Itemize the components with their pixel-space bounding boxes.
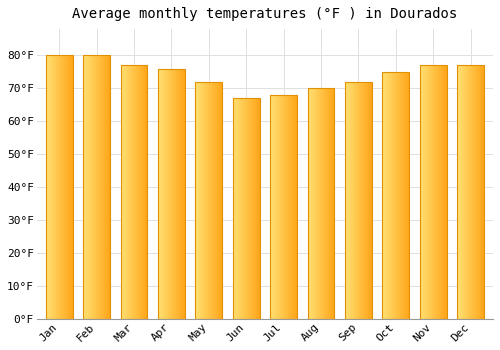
Bar bbox=[420, 65, 446, 319]
Bar bbox=[232, 98, 260, 319]
Bar bbox=[196, 82, 222, 319]
Bar bbox=[382, 72, 409, 319]
Bar bbox=[345, 82, 372, 319]
Bar bbox=[158, 69, 185, 319]
Bar bbox=[83, 55, 110, 319]
Bar bbox=[270, 95, 297, 319]
Bar bbox=[308, 88, 334, 319]
Bar bbox=[46, 55, 72, 319]
Bar bbox=[120, 65, 148, 319]
Bar bbox=[457, 65, 484, 319]
Title: Average monthly temperatures (°F ) in Dourados: Average monthly temperatures (°F ) in Do… bbox=[72, 7, 458, 21]
